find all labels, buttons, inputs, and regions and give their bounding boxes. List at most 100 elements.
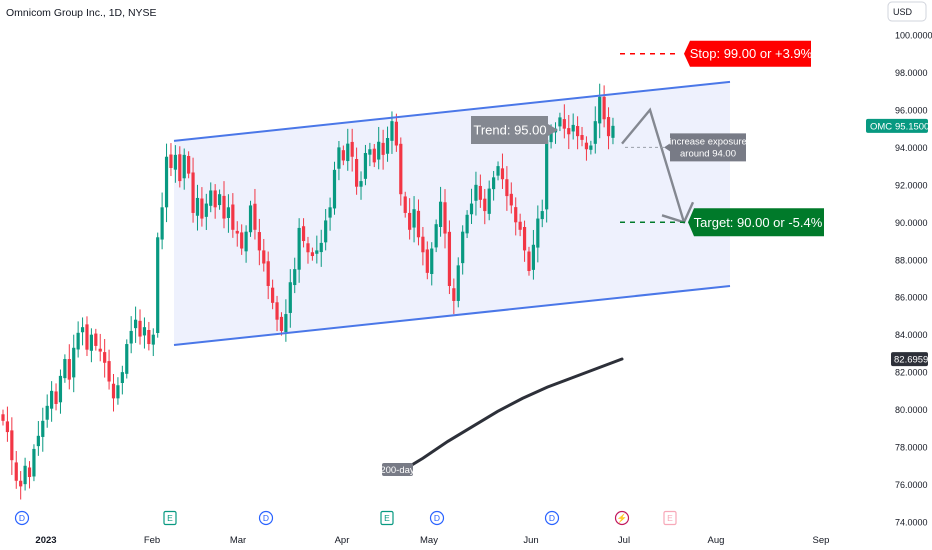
candle-body [447, 231, 452, 286]
candle-body [72, 347, 76, 378]
time-tick-label: Jul [618, 535, 630, 546]
candle-body [173, 154, 177, 170]
sma-200-label[interactable]: 200-day [380, 463, 415, 476]
sma-price-tag: 82.6959 [891, 352, 928, 367]
candle-body [452, 288, 456, 301]
candle-body [222, 195, 226, 219]
svg-text:D: D [549, 513, 555, 523]
candle-body [169, 154, 173, 168]
candle-body [558, 117, 562, 127]
svg-text:⚡: ⚡ [617, 513, 628, 524]
candle-body [54, 391, 58, 404]
exposure-note[interactable]: increase exposure around 94.00 [664, 133, 747, 162]
sma-200-label-text: 200-day [380, 465, 415, 476]
candle-body [27, 467, 32, 478]
candle-body [1, 414, 5, 421]
upper-channel-line[interactable] [173, 80, 731, 142]
candle-body [164, 156, 169, 208]
candle-body [399, 143, 403, 195]
candle-body [226, 207, 231, 218]
candle-body [611, 125, 615, 138]
candle-body [337, 147, 341, 169]
candle-body [63, 359, 67, 379]
currency-button[interactable]: USD [887, 1, 927, 22]
candle-body [394, 121, 398, 146]
candle-body [288, 282, 292, 313]
exposure-note-box [664, 133, 746, 162]
time-axis[interactable]: 2023 Feb Mar Apr May Jun Jul Aug Sep [35, 535, 829, 546]
candle-body [425, 249, 429, 273]
candle-body [195, 197, 200, 216]
price-tick-label: 88.0000 [895, 255, 928, 265]
candle-body [209, 190, 213, 206]
candle-body [492, 177, 496, 190]
last-price-value: 95.1500 [895, 121, 929, 132]
time-tick-label: Aug [708, 535, 725, 546]
price-tick-label: 100.0000 [895, 31, 932, 41]
candle-body [257, 232, 261, 251]
event-markers: D E D E D D ⚡ E [14, 510, 677, 526]
candle-body [403, 196, 407, 213]
channel-fill [174, 81, 730, 345]
candle-body [36, 435, 40, 447]
svg-text:D: D [434, 513, 440, 523]
event-marker[interactable]: D [258, 510, 274, 526]
target-label-box [688, 208, 824, 237]
target-label-text: Target: 90.00 or -5.4% [694, 215, 823, 230]
event-marker[interactable]: D [429, 510, 445, 526]
event-marker[interactable]: D [14, 510, 30, 526]
price-axis[interactable]: 100.0000 98.0000 96.0000 94.0000 92.0000 90.0… [895, 31, 932, 528]
projection-path[interactable] [621, 107, 686, 223]
candle-body [421, 236, 425, 253]
candle-body [107, 361, 111, 382]
candle-body [182, 154, 186, 179]
stop-label[interactable]: Stop: 99.00 or +3.9% [684, 40, 813, 67]
last-price-box [866, 118, 928, 133]
candle-body [593, 121, 597, 144]
candle-body [235, 230, 239, 234]
candle-body [540, 211, 544, 220]
time-tick-label: Feb [144, 535, 160, 546]
candle-body [562, 119, 566, 129]
candle-body [76, 332, 80, 350]
candle-body [602, 96, 606, 120]
price-tick-label: 78.0000 [895, 443, 928, 453]
event-marker[interactable]: E [380, 510, 394, 526]
candle-body [527, 251, 531, 271]
svg-text:D: D [263, 513, 269, 523]
last-price-ticker: OMC [870, 121, 892, 132]
candle-body [14, 462, 18, 481]
event-marker[interactable]: ⚡ [614, 510, 630, 526]
candle-body [262, 250, 266, 264]
candle-body [231, 204, 235, 230]
price-tick-label: 82.0000 [895, 368, 928, 378]
candle-body [19, 480, 23, 487]
event-marker[interactable]: E [663, 510, 677, 526]
time-tick-label: 2023 [35, 535, 56, 546]
candle-body [359, 181, 363, 187]
candle-body [443, 202, 447, 234]
price-tick-label: 76.0000 [895, 480, 928, 490]
candle-body [306, 243, 310, 253]
target-label[interactable]: Target: 90.00 or -5.4% [688, 208, 824, 237]
candle-body [487, 188, 491, 214]
candle-body [576, 126, 580, 137]
currency-label: USD [893, 7, 913, 17]
candle-body [390, 121, 394, 141]
event-marker[interactable]: E [163, 510, 177, 526]
candle-body [518, 221, 522, 230]
sma-price-box [891, 352, 928, 367]
trend-label[interactable]: Trend: 95.00 [471, 116, 558, 144]
event-marker[interactable]: D [544, 510, 560, 526]
candle-body [408, 212, 412, 230]
candle-body [483, 198, 487, 212]
time-tick-label: Mar [230, 535, 246, 546]
candle-body [324, 220, 328, 243]
candle-body [284, 314, 288, 333]
lower-channel-line[interactable] [173, 284, 731, 346]
candle-body [549, 132, 553, 143]
svg-text:E: E [667, 513, 673, 523]
price-tick-label: 86.0000 [895, 293, 928, 303]
